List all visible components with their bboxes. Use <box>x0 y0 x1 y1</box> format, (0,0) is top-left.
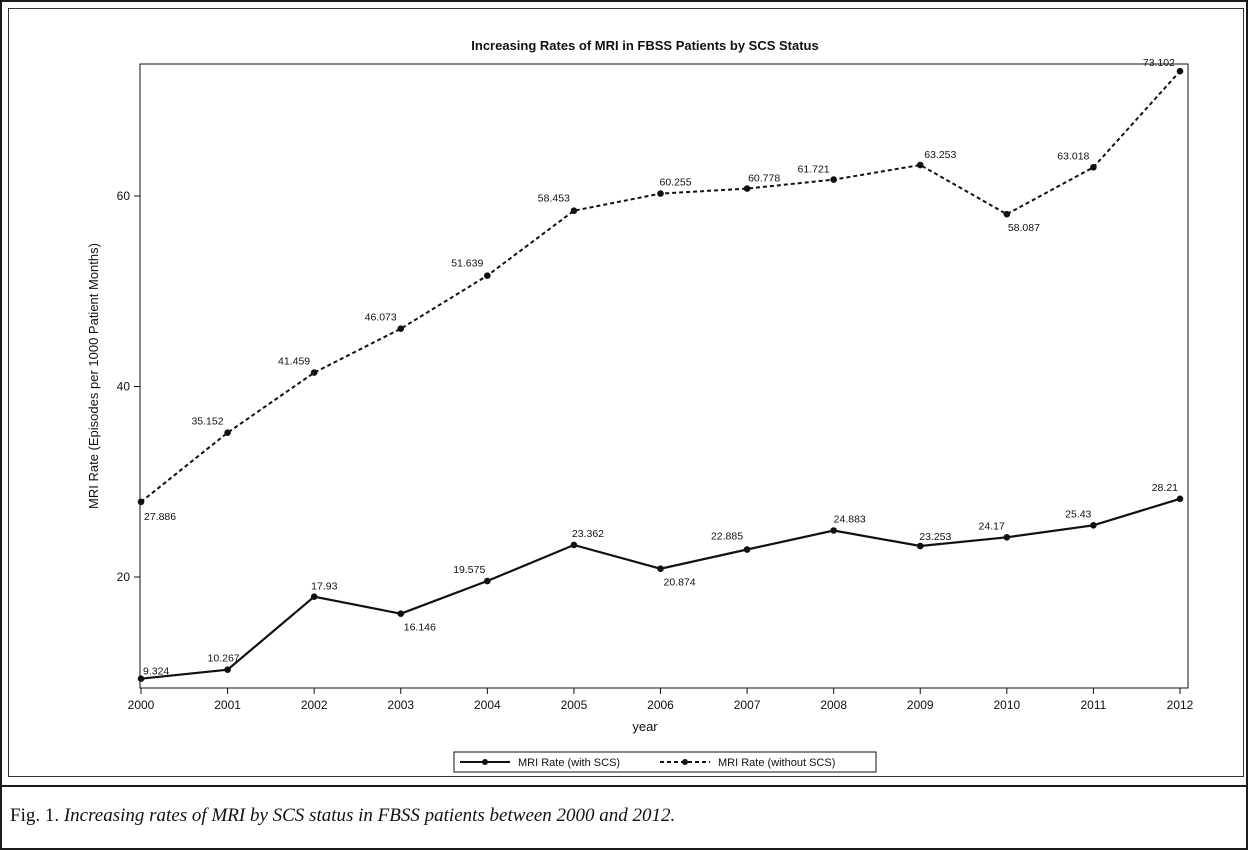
data-label: 27.886 <box>144 511 176 523</box>
data-point-with-scs <box>830 527 837 534</box>
data-point-with-scs <box>397 610 405 618</box>
data-label: 22.885 <box>711 531 743 543</box>
data-label: 46.073 <box>365 312 397 324</box>
data-point-with-scs <box>743 546 751 553</box>
x-tick-label: 2007 <box>734 698 761 712</box>
legend-marker-with-scs <box>482 759 488 765</box>
data-point-without-scs <box>657 190 664 197</box>
data-label: 73.102 <box>1143 57 1175 69</box>
data-label: 61.721 <box>798 164 830 176</box>
data-label: 41.459 <box>278 356 310 368</box>
chart-panel <box>8 8 1244 777</box>
legend-label-without-scs: MRI Rate (without SCS) <box>718 757 835 769</box>
data-label: 24.883 <box>834 513 866 525</box>
data-point-with-scs <box>1090 521 1097 529</box>
x-tick-label: 2002 <box>301 698 328 712</box>
data-label: 60.778 <box>748 173 780 185</box>
data-label: 20.874 <box>664 577 696 589</box>
data-label: 19.575 <box>453 564 485 576</box>
data-point-without-scs <box>224 429 231 436</box>
data-point-with-scs <box>137 675 145 682</box>
data-label: 25.43 <box>1065 508 1091 520</box>
data-point-without-scs <box>1090 163 1097 171</box>
data-label: 23.253 <box>919 531 951 543</box>
data-label: 51.639 <box>451 258 483 270</box>
y-tick-label: 60 <box>117 189 131 203</box>
y-axis-label: MRI Rate (Episodes per 1000 Patient Mont… <box>86 243 101 509</box>
data-point-with-scs <box>916 542 924 550</box>
caption-prefix: Fig. 1. <box>10 805 60 826</box>
series-line-without-scs <box>140 70 1181 503</box>
x-tick-label: 2008 <box>820 698 847 712</box>
data-point-with-scs <box>1003 533 1011 541</box>
legend-label-with-scs: MRI Rate (with SCS) <box>518 757 620 769</box>
data-point-without-scs <box>1176 67 1184 75</box>
data-label: 58.087 <box>1008 222 1040 234</box>
data-label: 24.17 <box>979 520 1005 532</box>
data-point-without-scs <box>1003 210 1011 218</box>
data-label: 63.018 <box>1057 150 1089 162</box>
data-label: 17.93 <box>311 581 337 593</box>
x-axis-label: year <box>632 719 658 734</box>
series-line-with-scs <box>140 497 1181 680</box>
legend-marker-without-scs <box>682 759 688 765</box>
figure-caption: Fig. 1. Increasing rates of MRI by SCS s… <box>10 805 675 827</box>
x-tick-label: 2011 <box>1081 698 1107 712</box>
data-point-with-scs <box>484 577 491 585</box>
x-tick-label: 2004 <box>474 698 501 712</box>
data-label: 63.253 <box>924 149 956 161</box>
data-label: 35.152 <box>191 416 223 428</box>
data-label: 10.267 <box>208 653 240 665</box>
data-label: 60.255 <box>660 177 692 189</box>
x-tick-label: 2010 <box>993 698 1020 712</box>
y-tick-label: 40 <box>117 380 131 394</box>
plot-area-border <box>139 63 1189 689</box>
chart: Increasing Rates of MRI in FBSS Patients… <box>86 38 1194 773</box>
caption-divider <box>0 785 1248 787</box>
data-point-without-scs <box>830 176 837 183</box>
x-tick-label: 2003 <box>387 698 414 712</box>
x-tick-label: 2006 <box>647 698 674 712</box>
data-point-with-scs <box>570 541 578 549</box>
data-point-without-scs <box>310 369 318 376</box>
data-point-without-scs <box>397 325 405 332</box>
y-tick-label: 20 <box>117 570 131 584</box>
data-label: 23.362 <box>572 528 604 540</box>
data-point-without-scs <box>743 185 751 192</box>
data-label: 9.324 <box>143 666 169 678</box>
caption-text: Increasing rates of MRI by SCS status in… <box>63 805 676 826</box>
legend-box <box>453 751 877 773</box>
x-tick-label: 2012 <box>1167 698 1194 712</box>
data-point-without-scs <box>137 498 145 506</box>
x-tick-label: 2009 <box>907 698 934 712</box>
data-label: 16.146 <box>404 622 436 634</box>
data-point-with-scs <box>310 593 318 601</box>
x-tick-label: 2005 <box>561 698 588 712</box>
data-point-without-scs <box>916 161 924 169</box>
data-point-without-scs <box>484 272 491 279</box>
x-tick-label: 2001 <box>214 698 241 712</box>
data-point-with-scs <box>224 666 231 674</box>
data-point-with-scs <box>657 565 664 572</box>
data-label: 28.21 <box>1152 482 1178 494</box>
data-label: 58.453 <box>538 193 570 205</box>
data-point-with-scs <box>1176 495 1184 503</box>
data-point-without-scs <box>570 207 578 215</box>
chart-title: Increasing Rates of MRI in FBSS Patients… <box>471 38 818 53</box>
x-tick-label: 2000 <box>128 698 155 712</box>
